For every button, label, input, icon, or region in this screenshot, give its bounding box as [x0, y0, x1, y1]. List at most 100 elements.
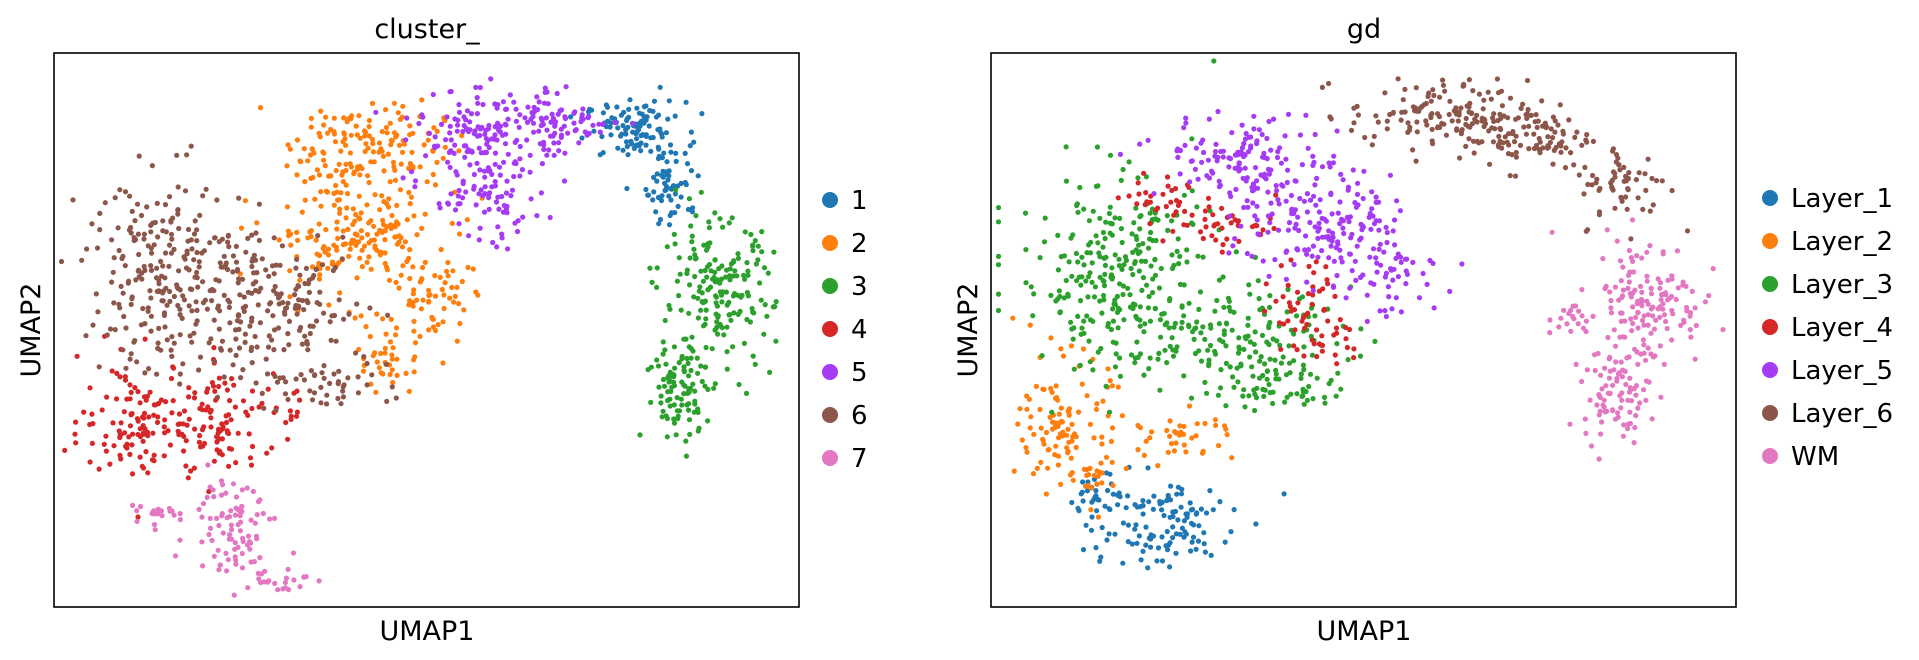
data-point: [666, 173, 672, 179]
data-point: [254, 220, 260, 226]
data-point: [273, 262, 279, 268]
data-point: [701, 242, 707, 248]
data-point: [1056, 411, 1062, 417]
data-point: [509, 187, 516, 193]
data-point: [703, 344, 709, 351]
data-point: [233, 352, 239, 358]
data-point: [1160, 191, 1166, 197]
data-point: [514, 228, 521, 235]
data-point: [357, 135, 363, 141]
data-point: [1266, 304, 1273, 311]
data-point: [376, 365, 382, 371]
data-point: [390, 345, 396, 351]
data-point: [344, 119, 350, 125]
data-point: [274, 291, 280, 297]
data-point: [245, 585, 251, 591]
data-point: [1146, 293, 1152, 300]
data-point: [442, 280, 448, 286]
data-point: [623, 127, 629, 133]
data-point: [713, 294, 720, 300]
data-point: [230, 362, 236, 368]
data-point: [1430, 141, 1436, 147]
data-point: [552, 119, 559, 125]
data-point: [507, 92, 513, 98]
data-point: [1097, 274, 1103, 280]
data-point: [460, 180, 466, 187]
data-point: [637, 123, 643, 129]
data-point: [371, 223, 377, 229]
data-point: [698, 189, 704, 195]
data-point: [1360, 272, 1366, 278]
data-point: [702, 321, 708, 327]
data-point: [1134, 201, 1140, 207]
data-point: [344, 205, 350, 211]
data-point: [191, 231, 198, 237]
data-point: [1382, 308, 1388, 314]
data-point: [1156, 285, 1163, 291]
data-point: [727, 277, 733, 283]
data-point: [689, 209, 696, 215]
data-point: [1626, 170, 1632, 176]
data-point: [426, 130, 432, 136]
data-point: [1413, 158, 1419, 164]
data-point: [1385, 284, 1391, 290]
data-point: [1179, 486, 1185, 492]
data-point: [239, 276, 246, 282]
data-point: [1248, 134, 1254, 140]
data-point: [369, 136, 375, 142]
data-point: [340, 139, 346, 145]
data-point: [1220, 242, 1226, 248]
data-point: [549, 111, 555, 117]
data-point: [1140, 275, 1146, 281]
data-point: [1023, 445, 1029, 451]
data-point: [1119, 413, 1125, 419]
data-point: [1295, 300, 1301, 306]
data-point: [136, 274, 142, 280]
data-point: [1243, 178, 1249, 184]
data-point: [1253, 521, 1259, 527]
data-point: [1172, 429, 1178, 435]
data-point: [269, 337, 275, 343]
data-point: [1260, 258, 1266, 264]
data-point: [1169, 187, 1175, 193]
data-point: [541, 146, 547, 153]
data-point: [348, 132, 354, 138]
data-point: [683, 453, 690, 459]
data-point: [705, 418, 711, 424]
data-point: [467, 162, 473, 168]
data-point: [664, 415, 671, 422]
data-point: [1053, 383, 1059, 389]
data-point: [155, 340, 161, 346]
data-point: [495, 194, 501, 200]
data-point: [650, 108, 656, 114]
data-point: [1533, 112, 1539, 118]
data-point: [1582, 164, 1588, 170]
data-point: [1267, 293, 1273, 299]
data-point: [1633, 314, 1639, 320]
data-point: [1175, 236, 1181, 242]
data-point: [411, 369, 417, 375]
data-point: [1262, 154, 1268, 161]
data-point: [630, 120, 636, 127]
data-point: [291, 577, 297, 583]
data-point: [199, 514, 205, 520]
data-point: [142, 321, 148, 327]
data-point: [233, 460, 239, 466]
data-point: [1266, 273, 1272, 279]
data-point: [1178, 504, 1184, 510]
data-point: [1153, 207, 1159, 213]
data-point: [673, 432, 679, 438]
data-point: [1128, 265, 1134, 272]
data-point: [301, 146, 307, 152]
data-point: [260, 510, 266, 517]
data-point: [1134, 236, 1140, 242]
data-point: [656, 153, 662, 159]
data-point: [648, 364, 655, 370]
data-point: [663, 187, 669, 193]
data-point: [486, 206, 492, 212]
data-point: [379, 148, 385, 154]
data-point: [119, 255, 125, 262]
data-point: [353, 242, 359, 248]
data-point: [1254, 203, 1260, 209]
data-point: [1079, 325, 1085, 331]
